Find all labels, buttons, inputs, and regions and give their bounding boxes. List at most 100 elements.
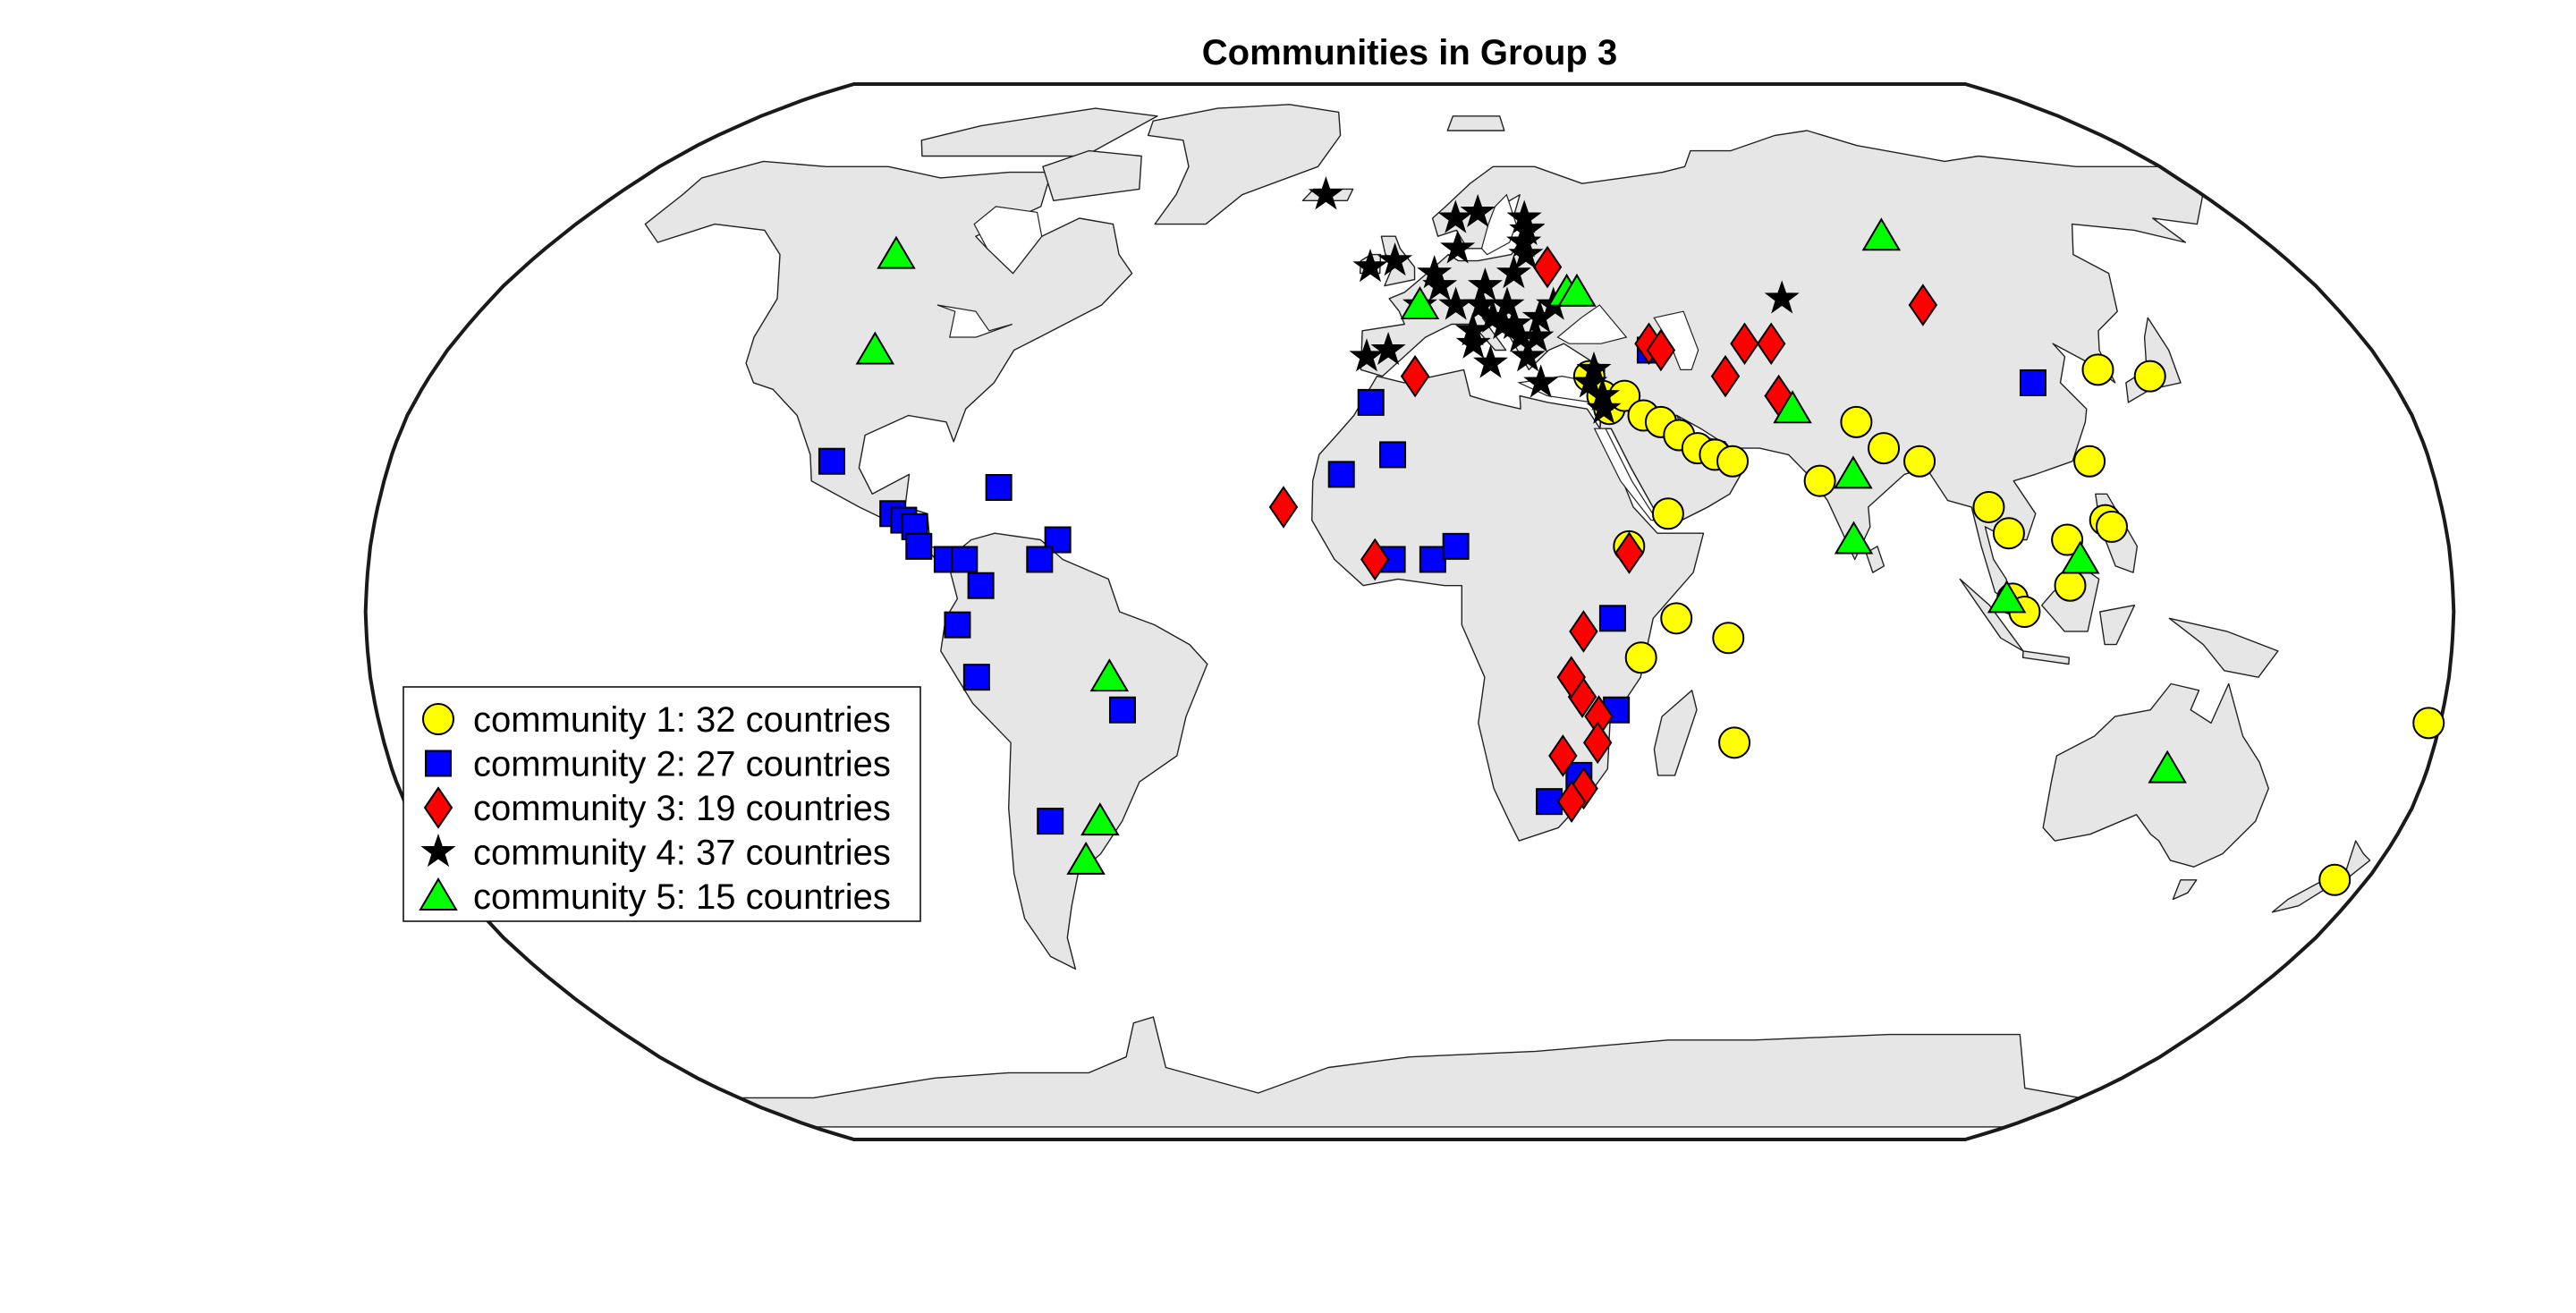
community_1-marker <box>2051 523 2084 556</box>
community_4-marker <box>1764 280 1800 314</box>
community_5-marker <box>1400 286 1440 320</box>
community_1-marker <box>1840 405 1873 438</box>
community_1-marker <box>1651 497 1684 530</box>
tasmania-land <box>2172 879 2198 901</box>
community_1-marker <box>2073 445 2106 478</box>
legend-box <box>402 686 921 922</box>
legend-community_1-label: community 1: 32 countries <box>473 700 891 740</box>
community_1-marker <box>1624 641 1657 674</box>
community_5-markers <box>855 217 2187 875</box>
community_1-marker <box>2318 863 2351 896</box>
new-guinea-land <box>2168 617 2279 678</box>
community_5-marker <box>1861 217 1902 251</box>
community_3-marker <box>1268 486 1299 529</box>
community_1-marker <box>1712 622 1745 655</box>
community_2-marker <box>818 447 845 475</box>
community_1-marker <box>2133 360 2166 393</box>
legend-entry: community 1: 32 countries <box>422 700 891 740</box>
community_1-marker <box>2081 353 2114 386</box>
community_4-marker <box>1510 338 1546 372</box>
legend-community_5-label: community 5: 15 countries <box>473 877 891 917</box>
community_2-marker <box>1108 696 1136 724</box>
community_1-marker <box>2412 707 2445 740</box>
community_4-marker <box>1377 242 1413 276</box>
south-america-land <box>940 532 1208 970</box>
community_5-marker <box>1080 802 1120 836</box>
community_5-marker <box>1066 841 1106 875</box>
community_3-marker <box>1646 328 1676 372</box>
community_4-marker <box>1496 305 1532 340</box>
legend-entry: community 5: 15 countries <box>419 877 891 917</box>
community_3-marker <box>1710 354 1741 398</box>
community_1-marker <box>1972 490 2005 523</box>
black-sea <box>1556 304 1628 344</box>
hudson-bay <box>973 206 1043 275</box>
community_1-marker <box>1903 445 1936 478</box>
sulawesi-land <box>2099 605 2136 646</box>
community_2-marker <box>1419 546 1446 573</box>
community_5-marker <box>1557 273 1597 307</box>
community_1-marker <box>1716 445 1750 478</box>
community_4-marker <box>1370 331 1406 366</box>
community_2-marker <box>1442 532 1470 560</box>
community_4-marker <box>1472 344 1508 378</box>
community_2-marker <box>1598 605 1626 632</box>
community_3-marker <box>1548 734 1578 777</box>
community_5-marker <box>1834 521 1874 555</box>
community_4-marker <box>1437 199 1473 233</box>
arctic-islands-land <box>920 107 1158 157</box>
legend-community_1-swatch <box>422 703 454 735</box>
community_2-marker <box>951 546 979 573</box>
community_3-marker <box>1569 610 1598 653</box>
community_2-marker <box>944 611 971 639</box>
great-lakes <box>936 304 1013 338</box>
community_4-marker <box>1349 338 1385 372</box>
community_2-marker <box>905 532 933 560</box>
community_5-marker <box>1834 455 1873 489</box>
community_1-marker <box>1868 432 1901 465</box>
land-layer <box>644 104 2371 1128</box>
community_2-marker <box>967 572 995 599</box>
community_3-marker <box>1582 721 1613 765</box>
community_1-marker <box>1992 517 2025 550</box>
chart-title: Communities in Group 3 <box>1202 33 1617 72</box>
community_4-marker <box>1467 267 1503 301</box>
community_2-markers <box>818 336 2046 835</box>
community_5-marker <box>1987 580 2027 614</box>
community_3-marker <box>1614 531 1644 574</box>
legend-community_5-swatch <box>419 877 458 911</box>
community_4-marker <box>1576 351 1612 385</box>
community_3-marker <box>1532 245 1563 289</box>
community_3-marker <box>1556 656 1586 699</box>
community_4-marker <box>1308 176 1343 210</box>
legend-community_2-swatch <box>425 750 452 777</box>
community_4-marker <box>1489 286 1525 320</box>
svalbard-land <box>1446 115 1505 131</box>
legend-community_3-swatch <box>423 786 453 829</box>
community_3-marker <box>1400 354 1430 398</box>
community_2-marker <box>1357 388 1385 416</box>
community_5-marker <box>1773 390 1812 424</box>
java-land <box>2021 650 2070 665</box>
community_1-marker <box>1660 602 1693 635</box>
legend-community_4-swatch <box>420 833 456 868</box>
legend-community_4-label: community 4: 37 countries <box>473 834 891 873</box>
community_4-marker <box>1455 325 1491 359</box>
community_3-marker <box>1730 322 1759 366</box>
community_3-markers <box>1268 245 1938 823</box>
community_2-marker <box>962 664 990 691</box>
markers-layer <box>818 176 2445 896</box>
community_2-marker <box>2019 368 2046 396</box>
community_5-marker <box>2148 750 2187 784</box>
legend-items: community 1: 32 countries community 2: 27… <box>419 700 891 917</box>
community_4-marker <box>1496 255 1531 289</box>
greenland-land <box>1148 104 1342 225</box>
map-frame <box>363 82 2456 1141</box>
community_4-marker <box>1440 230 1476 264</box>
community_1-marker <box>2095 510 2128 543</box>
community_4-marker <box>1352 249 1388 283</box>
madagascar-land <box>1653 690 1698 776</box>
community_2-marker <box>1379 441 1407 469</box>
legend-community_2-label: community 2: 27 countries <box>473 745 891 784</box>
